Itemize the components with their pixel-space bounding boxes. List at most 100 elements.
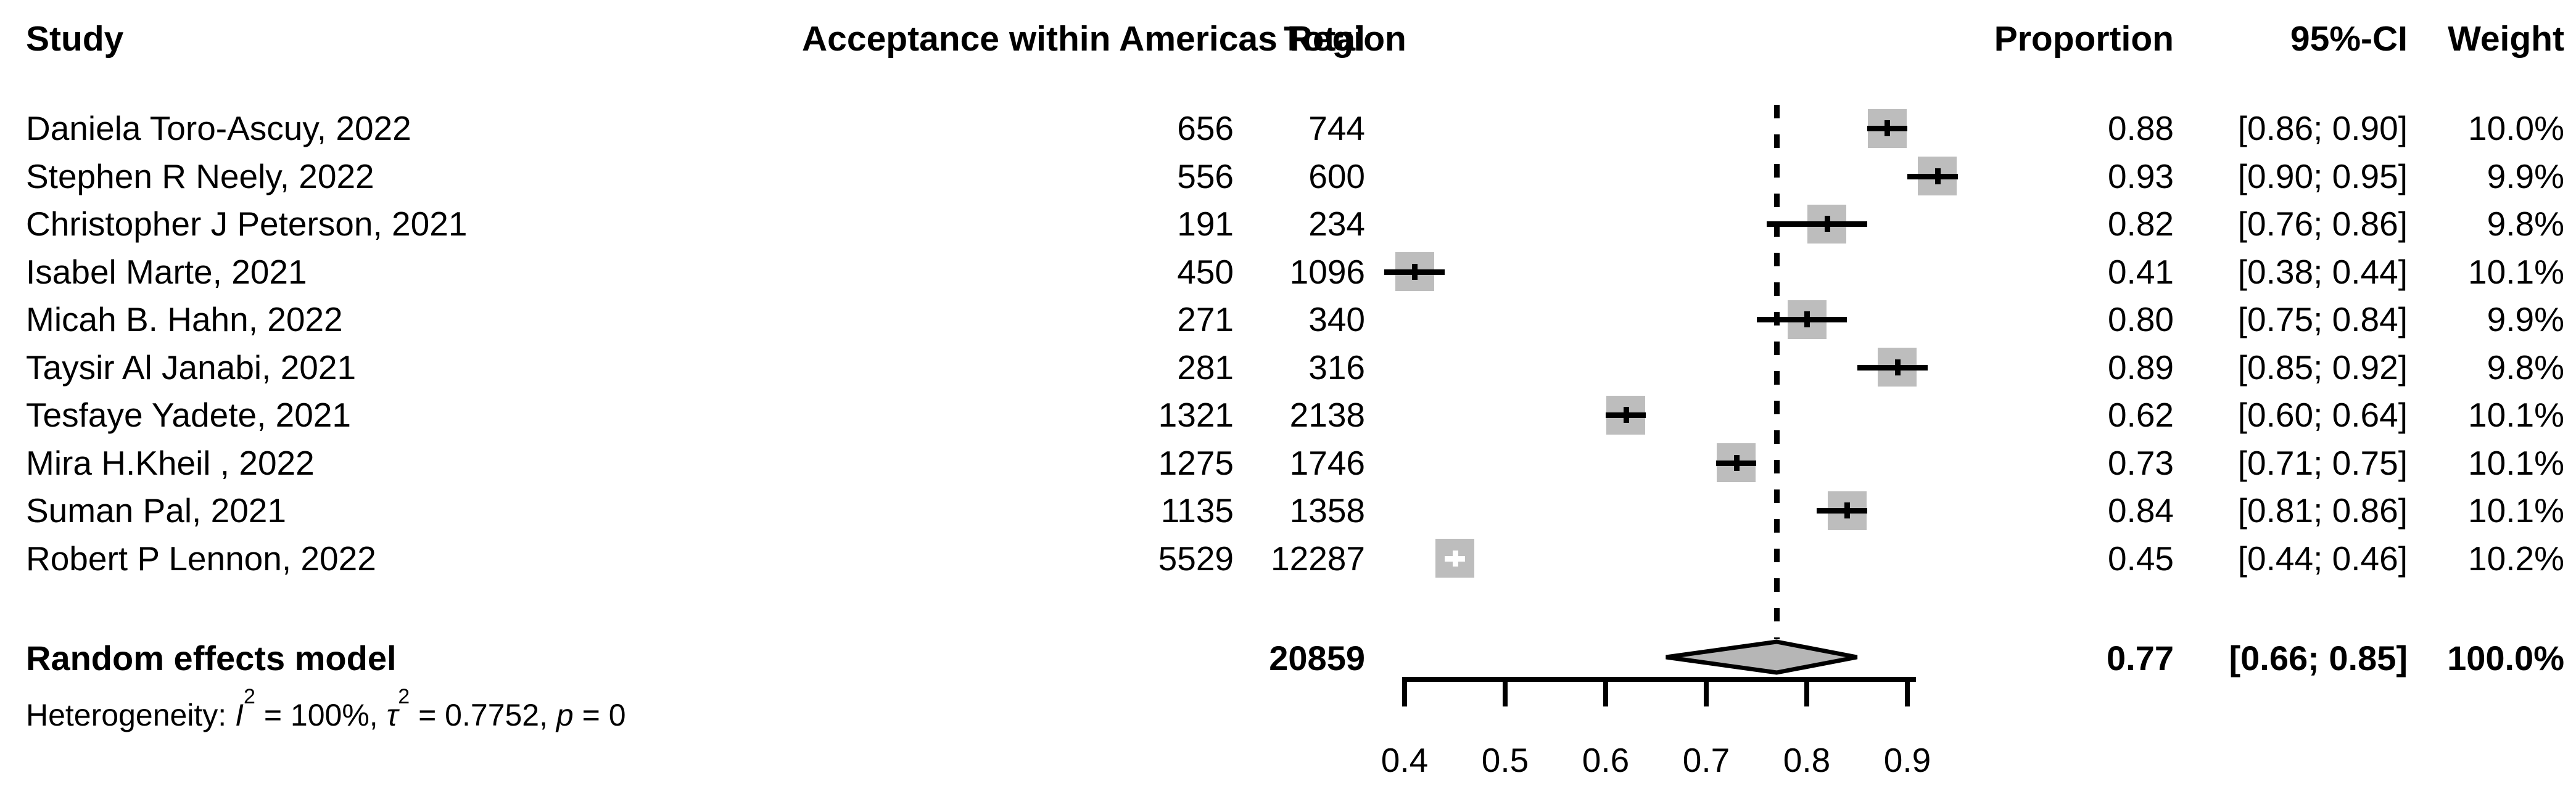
summary-total: 20859 (1269, 639, 1365, 678)
weight-value: 9.8% (2487, 348, 2564, 387)
ci-value: [0.38; 0.44] (2237, 252, 2408, 291)
weight-value: 9.8% (2487, 205, 2564, 243)
study-name: Micah B. Hahn, 2022 (26, 300, 343, 338)
column-header-ci: 95%-CI (2290, 19, 2408, 59)
proportion-value: 0.73 (2107, 443, 2174, 482)
x-axis-tick (1503, 677, 1508, 706)
summary-label: Random effects model (26, 639, 397, 678)
column-header-weight: Weight (2448, 19, 2564, 59)
proportion-value: 0.41 (2107, 252, 2174, 291)
ci-value: [0.75; 0.84] (2237, 300, 2408, 338)
study-name: Robert P Lennon, 2022 (26, 539, 376, 578)
ci-value: [0.85; 0.92] (2237, 348, 2408, 387)
total-value: 744 (1308, 109, 1365, 147)
x-axis-tick (1402, 677, 1407, 706)
x-axis-tick (1603, 677, 1608, 706)
p-symbol: p (556, 698, 574, 732)
x-axis-tick-label: 0.6 (1582, 741, 1630, 779)
ci-value: [0.86; 0.90] (2237, 109, 2408, 147)
point-estimate-tick (1934, 168, 1941, 184)
weight-value: 10.1% (2468, 491, 2564, 530)
weight-value: 10.0% (2468, 109, 2564, 147)
summary-weight: 100.0% (2447, 639, 2564, 678)
x-axis-tick-label: 0.5 (1481, 741, 1529, 779)
tau-squared-symbol: τ (386, 698, 398, 732)
study-name: Taysir Al Janabi, 2021 (26, 348, 357, 387)
events-value: 556 (1177, 157, 1234, 195)
study-name: Christopher J Peterson, 2021 (26, 205, 468, 243)
proportion-value: 0.93 (2107, 157, 2174, 195)
x-axis-tick (1704, 677, 1709, 706)
column-header-total: Total (1284, 19, 1365, 59)
i-squared-symbol: I (235, 698, 244, 732)
x-axis-tick (1804, 677, 1809, 706)
study-name: Stephen R Neely, 2022 (26, 157, 374, 195)
study-name: Suman Pal, 2021 (26, 491, 286, 530)
ci-value: [0.76; 0.86] (2237, 205, 2408, 243)
heterogeneity-text: Heterogeneity: I2 = 100%, τ2 = 0.7752, p… (26, 685, 626, 732)
weight-value: 10.1% (2468, 443, 2564, 482)
weight-value: 9.9% (2487, 157, 2564, 195)
x-axis-tick-label: 0.7 (1682, 741, 1730, 779)
proportion-value: 0.88 (2107, 109, 2174, 147)
ci-line (1817, 508, 1867, 514)
study-name: Tesfaye Yadete, 2021 (26, 396, 351, 434)
events-value: 1275 (1158, 443, 1234, 482)
events-value: 5529 (1158, 539, 1234, 578)
events-value: 450 (1177, 252, 1234, 291)
x-axis-tick (1905, 677, 1910, 706)
ci-line (1857, 364, 1928, 370)
events-value: 1321 (1158, 396, 1234, 434)
summary-proportion: 0.77 (2107, 639, 2174, 678)
point-estimate-tick (1623, 407, 1629, 423)
study-name: Daniela Toro-Ascuy, 2022 (26, 109, 411, 147)
ci-value: [0.60; 0.64] (2237, 396, 2408, 434)
proportion-value: 0.84 (2107, 491, 2174, 530)
p-value: = 0 (573, 698, 626, 732)
total-value: 1096 (1289, 252, 1365, 291)
events-value: 191 (1177, 205, 1234, 243)
proportion-value: 0.89 (2107, 348, 2174, 387)
ci-value: [0.71; 0.75] (2237, 443, 2408, 482)
proportion-value: 0.62 (2107, 396, 2174, 434)
proportion-value: 0.45 (2107, 539, 2174, 578)
weight-value: 10.1% (2468, 396, 2564, 434)
heterogeneity-prefix: Heterogeneity: (26, 698, 236, 732)
weight-value: 9.9% (2487, 300, 2564, 338)
total-value: 1746 (1289, 443, 1365, 482)
total-value: 234 (1308, 205, 1365, 243)
ci-value: [0.44; 0.46] (2237, 539, 2408, 578)
point-estimate-tick (1844, 502, 1851, 518)
ci-line (1907, 173, 1958, 179)
events-value: 1135 (1160, 491, 1234, 530)
total-value: 12287 (1271, 539, 1365, 578)
total-value: 2138 (1289, 396, 1365, 434)
i-squared-value: = 100%, (255, 698, 387, 732)
column-header-proportion: Proportion (1994, 19, 2174, 59)
x-axis-tick-label: 0.9 (1883, 741, 1931, 779)
ci-line (1766, 221, 1867, 227)
point-estimate-tick (1885, 120, 1891, 136)
column-header-study: Study (26, 19, 124, 59)
x-axis-line (1403, 677, 1916, 682)
x-axis-tick-label: 0.4 (1381, 741, 1429, 779)
proportion-value: 0.80 (2107, 300, 2174, 338)
ci-line (1756, 317, 1847, 322)
ci-value: [0.81; 0.86] (2237, 491, 2408, 530)
x-axis-tick-label: 0.8 (1783, 741, 1831, 779)
proportion-value: 0.82 (2107, 205, 2174, 243)
point-estimate-tick (1733, 454, 1740, 471)
total-value: 316 (1308, 348, 1365, 387)
study-name: Isabel Marte, 2021 (26, 252, 307, 291)
events-value: 656 (1177, 109, 1234, 147)
total-value: 1358 (1289, 491, 1365, 530)
total-value: 340 (1308, 300, 1365, 338)
point-estimate-tick (1894, 359, 1901, 375)
pooled-dashed-line (1773, 105, 1780, 639)
events-value: 281 (1177, 348, 1234, 387)
weight-value: 10.2% (2468, 539, 2564, 578)
point-estimate-tick (1412, 263, 1418, 280)
point-estimate-tick (1804, 311, 1810, 327)
total-value: 600 (1308, 157, 1365, 195)
